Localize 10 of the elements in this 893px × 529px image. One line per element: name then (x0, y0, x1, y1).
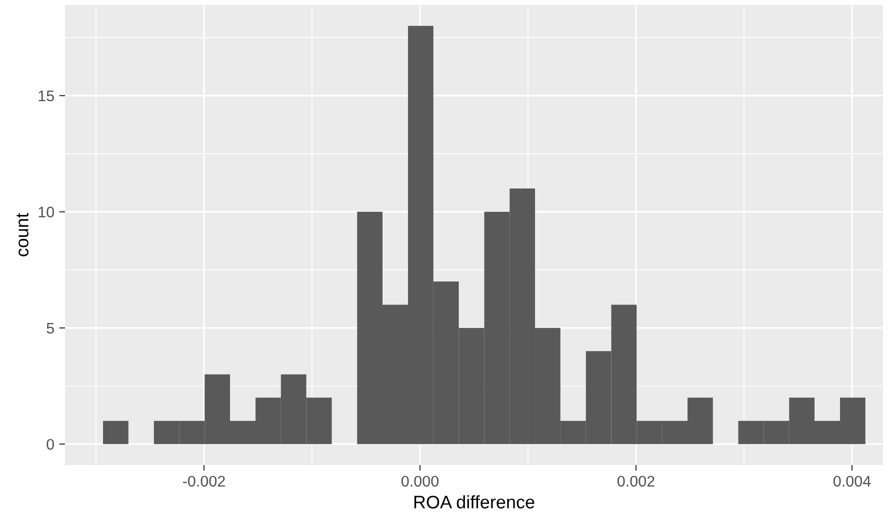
x-tick-label: -0.002 (183, 476, 225, 487)
y-tick-label: 5 (46, 322, 54, 334)
x-tick-label: 0.004 (833, 476, 871, 487)
y-tick-label: 15 (38, 90, 54, 102)
y-tick-label: 0 (46, 438, 54, 450)
x-tick-label: 0.002 (617, 476, 654, 487)
x-tick-label: 0.000 (401, 476, 439, 487)
x-axis-title: ROA difference (414, 495, 534, 508)
y-tick-label: 10 (38, 206, 54, 218)
y-axis-title: count (16, 213, 28, 256)
